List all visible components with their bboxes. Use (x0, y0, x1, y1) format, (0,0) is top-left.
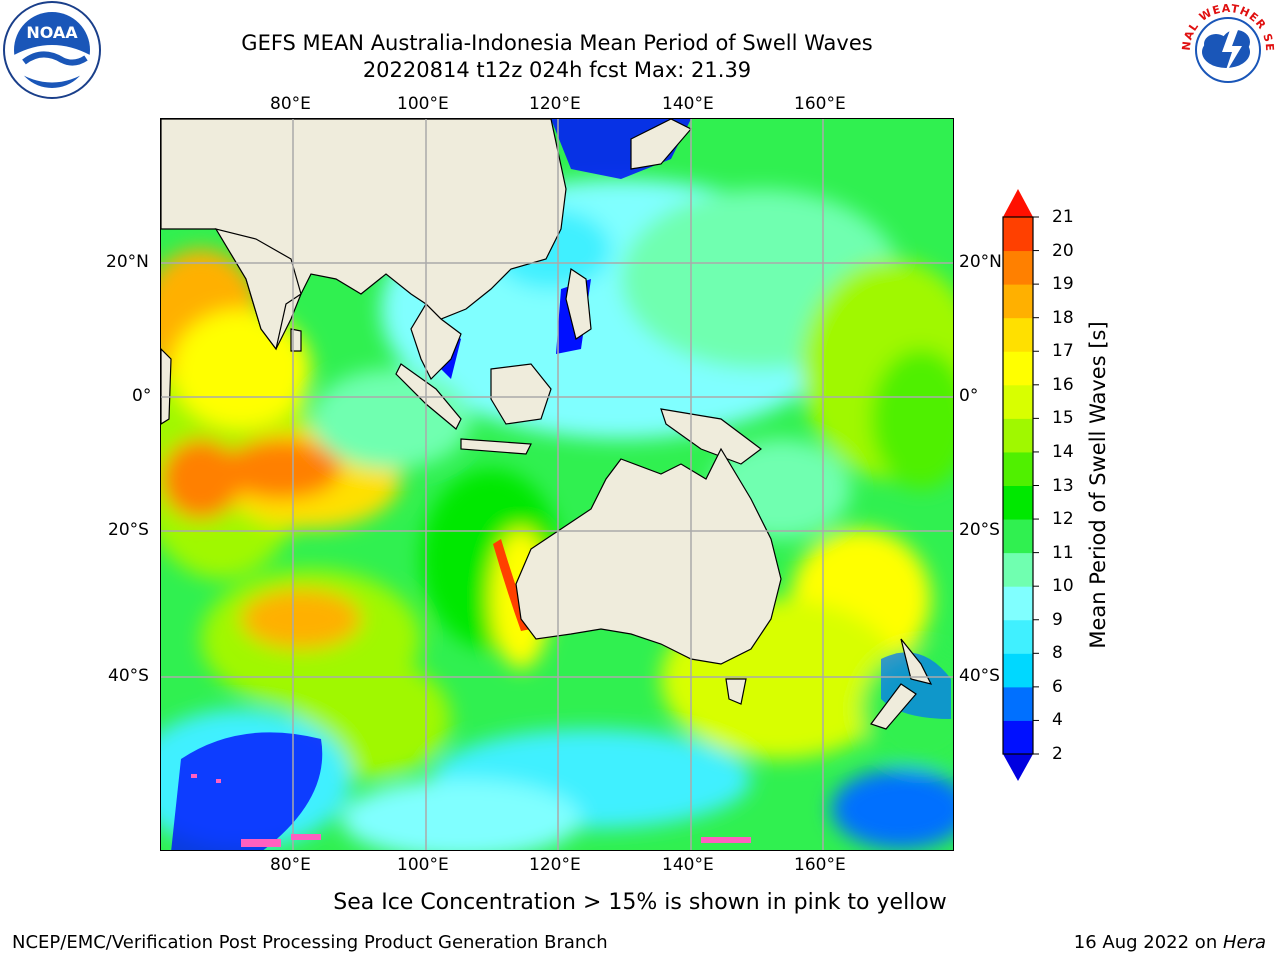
footer-date-text: 16 Aug 2022 on (1073, 932, 1223, 953)
colorbar-tick-label: 10 (1052, 576, 1074, 597)
lon-tick-top-120e: 120°E (529, 94, 581, 114)
colorbar-segment (1003, 217, 1033, 252)
australia-land (515, 447, 782, 665)
colorbar-segment (1003, 317, 1033, 352)
colorbar-tick-label: 9 (1052, 609, 1063, 630)
nz-south-land (870, 683, 917, 730)
colorbar-segment (1003, 384, 1033, 419)
colorbar (1002, 189, 1039, 781)
map-panel (160, 118, 954, 851)
borneo-land (490, 363, 552, 425)
colorbar-title: Mean Period of Swell Waves [s] (1086, 321, 1110, 649)
colorbar-segment (1003, 720, 1033, 755)
colorbar-tick-label: 20 (1052, 240, 1074, 261)
noaa-logo: NOAA (2, 0, 102, 100)
lat-tick-left-0: 0° (132, 386, 152, 406)
lat-tick-right-20s: 20°S (959, 520, 1000, 540)
japan-land (630, 119, 692, 170)
colorbar-segment (1003, 653, 1033, 688)
malay-land (410, 303, 462, 381)
colorbar-tick-label: 19 (1052, 274, 1074, 295)
colorbar-tick-label: 2 (1052, 744, 1063, 764)
colorbar-tick-marks (1033, 216, 1039, 755)
philippines-land (565, 267, 592, 340)
new-guinea-land (660, 408, 762, 465)
swell-period-map (161, 119, 953, 850)
colorbar-segment (1003, 485, 1033, 520)
lat-tick-left-20s: 20°S (108, 520, 149, 540)
lon-tick-bottom-100e: 100°E (397, 855, 449, 875)
lon-tick-top-160e: 160°E (794, 94, 846, 114)
colorbar-tick-label: 18 (1052, 307, 1074, 328)
colorbar-segment (1003, 451, 1033, 486)
lon-tick-bottom-80e: 80°E (270, 855, 311, 875)
colorbar-tick-label: 13 (1052, 475, 1074, 496)
colorbar-tick-label: 12 (1052, 509, 1074, 530)
land-masses (161, 119, 933, 730)
india-land (214, 228, 302, 351)
colorbar-segment (1003, 284, 1033, 319)
sea-ice-markers (191, 774, 751, 847)
chart-subtitle: 20220814 t12z 024h fcst Max: 21.39 (362, 58, 752, 82)
colorbar-tick-label: 14 (1052, 441, 1074, 462)
noaa-logo-text: NOAA (26, 23, 78, 42)
colorbar-segment (1003, 552, 1033, 587)
lon-tick-bottom-160e: 160°E (794, 855, 846, 875)
colorbar-tick-label: 17 (1052, 341, 1074, 362)
colorbar-segment (1003, 686, 1033, 721)
footer-date: 16 Aug 2022 on Hera (1074, 932, 1266, 953)
lat-tick-right-0: 0° (959, 386, 979, 406)
colorbar-over-arrow (1003, 189, 1033, 217)
sea-ice-footnote: Sea Ice Concentration > 15% is shown in … (333, 890, 947, 915)
colorbar-tick-label: 11 (1052, 542, 1074, 563)
madagascar-land (161, 348, 172, 425)
lat-tick-left-20n: 20°N (106, 252, 149, 272)
lon-tick-bottom-120e: 120°E (529, 855, 581, 875)
tasmania-land (725, 678, 747, 705)
colorbar-segment (1003, 586, 1033, 621)
chart-title: GEFS MEAN Australia-Indonesia Mean Perio… (241, 31, 873, 55)
lat-tick-right-40s: 40°S (959, 666, 1000, 686)
footer-credit: NCEP/EMC/Verification Post Processing Pr… (12, 932, 608, 953)
lat-tick-left-40s: 40°S (108, 666, 149, 686)
colorbar-under-arrow (1003, 754, 1033, 781)
lon-tick-top-80e: 80°E (270, 94, 311, 114)
colorbar-tick-label: 4 (1052, 710, 1063, 731)
colorbar-tick-label: 6 (1052, 676, 1063, 697)
colorbar-segments (1003, 217, 1033, 755)
colorbar-tick-label: 21 (1052, 207, 1074, 227)
colorbar-segment (1003, 519, 1033, 554)
lon-tick-bottom-140e: 140°E (662, 855, 714, 875)
colorbar-segment (1003, 418, 1033, 453)
lon-tick-top-100e: 100°E (397, 94, 449, 114)
lon-tick-top-140e: 140°E (662, 94, 714, 114)
colorbar-segment (1003, 351, 1033, 386)
colorbar-segment (1003, 250, 1033, 285)
colorbar-tick-label: 16 (1052, 374, 1074, 395)
lat-tick-right-20n: 20°N (959, 252, 1002, 272)
nz-north-land (900, 638, 933, 685)
java-land (460, 438, 532, 455)
colorbar-tick-label: 15 (1052, 408, 1074, 429)
nws-logo: NATIONAL WEATHER SERVICE (1173, 0, 1278, 100)
footer-host: Hera (1222, 932, 1266, 953)
colorbar-segment (1003, 619, 1033, 654)
colorbar-tick-label: 8 (1052, 643, 1063, 664)
map-gridlines (161, 119, 953, 850)
